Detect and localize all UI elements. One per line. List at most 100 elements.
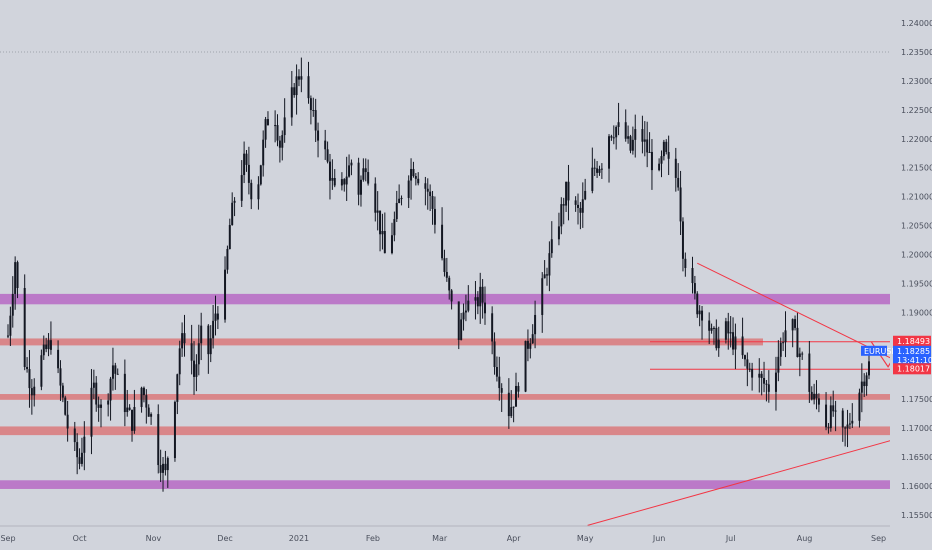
candle-body (650, 151, 653, 171)
zone-band (0, 426, 890, 436)
candle-body (193, 360, 196, 377)
candle-body (83, 436, 86, 453)
candle-body (813, 393, 816, 400)
candle-body (593, 167, 596, 169)
candle-body (863, 381, 866, 387)
candle-body (660, 156, 663, 164)
candle-body (283, 117, 286, 136)
candle-body (433, 208, 436, 225)
candle-body (159, 465, 162, 473)
time-tick-label: Oct (73, 534, 87, 543)
candle-body (867, 361, 870, 376)
price-tick-label: 1.22000 (901, 135, 932, 144)
horizontal-price-lines (0, 51, 890, 370)
candle-body (512, 406, 515, 408)
time-tick-label: Sep (0, 534, 15, 543)
candle-body (746, 359, 749, 369)
candle-body (367, 172, 370, 184)
candle-body (767, 384, 770, 392)
candle-body (784, 330, 787, 343)
price-tick-label: 1.23500 (901, 48, 932, 57)
candle-body (476, 297, 479, 307)
candle-body (379, 210, 382, 235)
candle-body (567, 181, 570, 201)
candle-body (724, 321, 727, 340)
price-axis[interactable]: 1.24000 1.23500 1.23000 1.22500 1.22000 1.215… (890, 0, 932, 526)
candle-body (684, 258, 687, 269)
candle-body (751, 368, 754, 378)
candle-body (95, 382, 98, 405)
candle-body (226, 249, 229, 270)
candle-body (491, 313, 494, 342)
candle-body (216, 313, 219, 320)
candle-body (59, 368, 62, 386)
candle-body (314, 110, 317, 131)
candle-body (245, 153, 248, 165)
candle-body (743, 355, 746, 360)
time-tick-label: Jul (725, 534, 736, 543)
candle-body (741, 336, 744, 356)
candle-body (326, 149, 329, 162)
candle-body (443, 258, 446, 272)
candle-body (715, 327, 718, 349)
candle-body (61, 385, 64, 398)
candle-body (228, 225, 231, 250)
candle-body (293, 87, 296, 96)
price-tick-label: 1.19000 (901, 308, 932, 317)
candle-body (615, 126, 618, 138)
time-tick-label: Sep (871, 534, 886, 543)
symbol-tag (861, 345, 887, 356)
candle-body (450, 290, 453, 302)
candle-body (66, 414, 69, 429)
candle-body (312, 110, 315, 112)
candle-body (829, 405, 832, 429)
candle-body (631, 139, 634, 151)
candle-body (774, 372, 777, 392)
candle-body (500, 388, 503, 393)
zone-band (0, 338, 763, 346)
candle-body (290, 87, 293, 118)
price-tick-label: 1.21000 (901, 193, 932, 202)
candle-body (209, 338, 212, 355)
candle-body (166, 458, 169, 471)
candle-body (393, 219, 396, 236)
time-tick-label: Aug (797, 534, 813, 543)
candle-body (383, 230, 386, 254)
candle-body (73, 428, 76, 443)
candle-body (276, 125, 279, 141)
price-tick-label: 1.21500 (901, 164, 932, 173)
candle-body (457, 301, 460, 340)
candle-body (181, 333, 184, 349)
candle-body (90, 387, 93, 437)
price-tick-label: 1.15500 (901, 511, 932, 520)
candle-body (78, 457, 81, 464)
candle-body (376, 210, 379, 213)
price-tag-text: 1.18493 (897, 337, 930, 346)
symbol-tag-text: EURUSD (864, 347, 898, 356)
candle-body (57, 349, 60, 369)
candle-body (560, 204, 563, 227)
candle-body (717, 339, 720, 349)
candle-body (26, 366, 29, 370)
candle-body (133, 407, 136, 431)
candle-body (212, 320, 215, 339)
candle-body (796, 327, 799, 357)
candle-body (309, 98, 312, 111)
candle-body (798, 353, 801, 357)
candle-body (815, 393, 818, 399)
candle-body (345, 176, 348, 185)
candle-body (300, 76, 303, 80)
candle-body (462, 312, 465, 320)
candle-body (264, 119, 267, 140)
candle-body (250, 182, 253, 200)
time-axis[interactable]: Sep Oct Nov Dec 2021 Feb Mar Apr May Jun Jul Aug Sep… (0, 525, 932, 543)
candle-body (860, 381, 863, 393)
candle-body (531, 334, 534, 344)
candle-body (214, 313, 217, 321)
candle-body (429, 191, 432, 197)
candle-body (581, 199, 584, 213)
candle-body (424, 183, 427, 189)
candle-body (729, 332, 732, 334)
